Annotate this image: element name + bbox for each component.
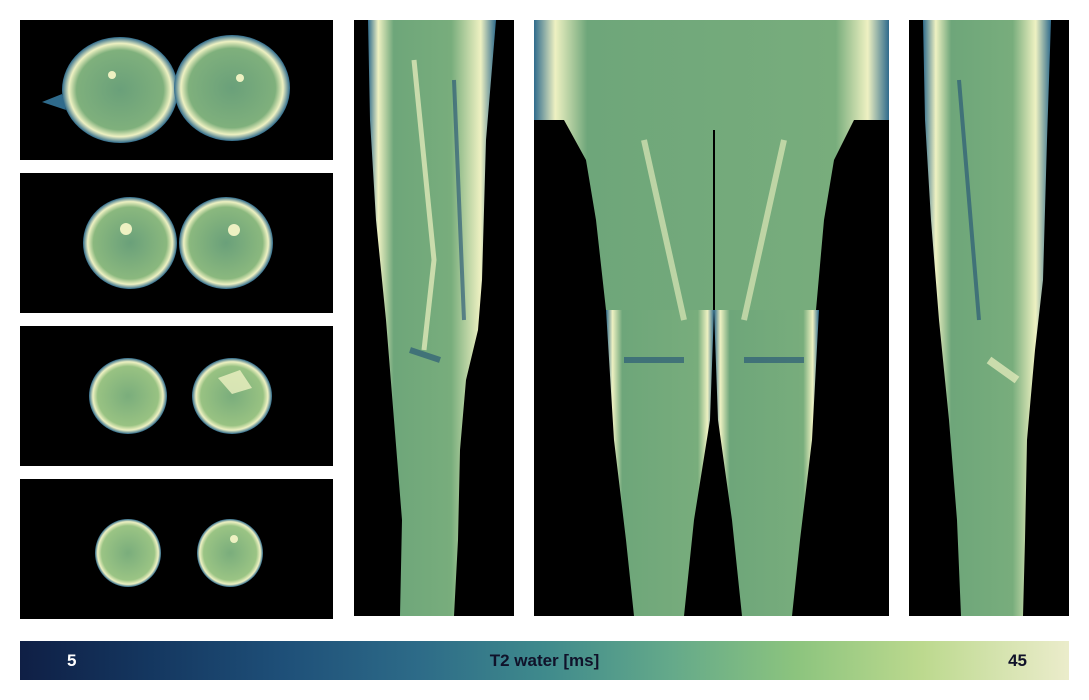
coronal-view-both-legs: [534, 20, 889, 616]
left-lower-leg: [606, 310, 714, 616]
left-ankle-cross-section: [95, 519, 161, 587]
right-thigh-cross-section: [174, 35, 290, 141]
right-lower-leg: [714, 310, 819, 616]
sagittal-view-right: [909, 20, 1069, 616]
right-knee-cross-section: [179, 197, 273, 289]
sagittal-view-left: [354, 20, 514, 616]
left-knee-cross-section: [83, 197, 177, 289]
colorbar-max-label: 45: [1008, 651, 1027, 670]
colorbar-title: T2 water [ms]: [489, 651, 600, 670]
pelvis-region: [534, 20, 889, 320]
colorbar: 5 T2 water [ms] 45: [20, 641, 1069, 680]
right-calf-cross-section: [192, 358, 272, 434]
leg-profile: [368, 20, 496, 616]
axial-slice-proximal-thigh: [20, 20, 333, 160]
axial-slice-lower-calf: [20, 479, 333, 619]
right-ankle-cross-section: [197, 519, 263, 587]
colorbar-min-label: 5: [67, 651, 77, 670]
leg-profile: [923, 20, 1051, 616]
axial-slice-upper-calf: [20, 326, 333, 466]
left-calf-cross-section: [89, 358, 167, 434]
left-thigh-cross-section: [62, 37, 178, 143]
axial-slice-distal-thigh: [20, 173, 333, 313]
